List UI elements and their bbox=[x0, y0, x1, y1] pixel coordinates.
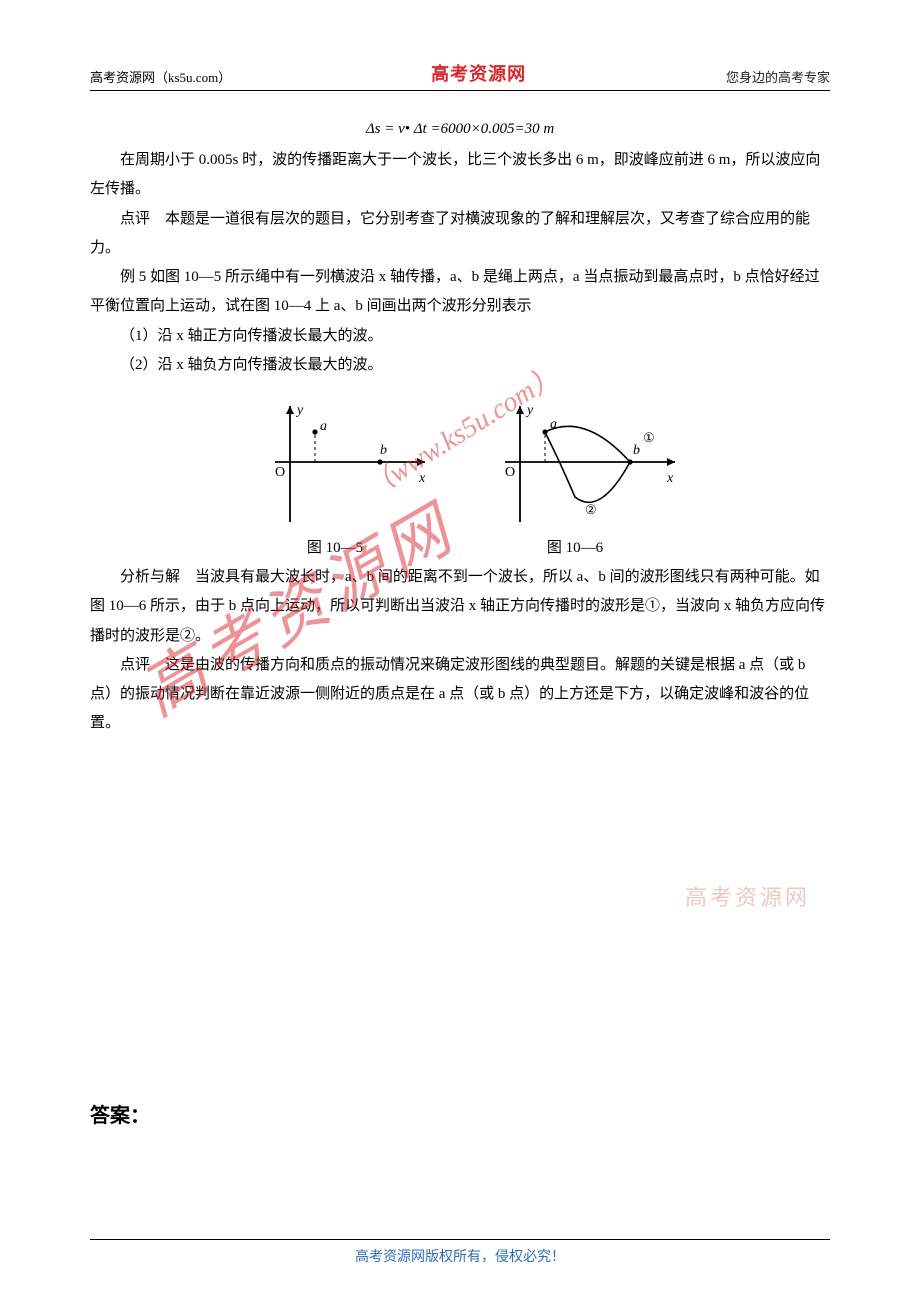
content-body: Δs = v• Δt =6000×0.005=30 m 在周期小于 0.005s… bbox=[90, 121, 830, 1128]
diagram-left-block: O x y a b 图 10—5 bbox=[235, 392, 435, 557]
svg-text:b: b bbox=[380, 443, 387, 458]
paragraph-6: 分析与解 当波具有最大波长时，a、b 间的距离不到一个波长，所以 a、b 间的波… bbox=[90, 563, 830, 651]
diagram-10-6: O x y a b ① ② bbox=[465, 392, 685, 532]
paragraph-4: （1）沿 x 轴正方向传播波长最大的波。 bbox=[90, 322, 830, 351]
header-left: 高考资源网（ks5u.com） bbox=[90, 67, 231, 86]
svg-text:x: x bbox=[418, 471, 426, 486]
paragraph-5: （2）沿 x 轴负方向传播波长最大的波。 bbox=[90, 351, 830, 380]
paragraph-1: 在周期小于 0.005s 时，波的传播距离大于一个波长，比三个波长多出 6 m，… bbox=[90, 146, 830, 205]
svg-text:y: y bbox=[295, 403, 304, 418]
caption-right: 图 10—6 bbox=[465, 536, 685, 557]
svg-text:y: y bbox=[525, 403, 534, 418]
paragraph-3: 例 5 如图 10—5 所示绳中有一列横波沿 x 轴传播，a、b 是绳上两点，a… bbox=[90, 263, 830, 322]
page: 高考资源网（ks5u.com） 高考资源网 您身边的高考专家 Δs = v• Δ… bbox=[0, 0, 920, 1302]
paragraph-7: 点评 这是由波的传播方向和质点的振动情况来确定波形图线的典型题目。解题的关键是根… bbox=[90, 651, 830, 739]
caption-left: 图 10—5 bbox=[235, 536, 435, 557]
svg-text:②: ② bbox=[585, 502, 597, 517]
paragraph-2: 点评 本题是一道很有层次的题目，它分别考查了对横波现象的了解和理解层次，又考查了… bbox=[90, 205, 830, 264]
page-header: 高考资源网（ks5u.com） 高考资源网 您身边的高考专家 bbox=[90, 60, 830, 91]
svg-text:x: x bbox=[666, 471, 674, 486]
svg-text:b: b bbox=[633, 443, 640, 458]
answer-heading: 答案： bbox=[90, 1099, 830, 1128]
diagram-10-5: O x y a b bbox=[235, 392, 435, 532]
header-right: 您身边的高考专家 bbox=[726, 67, 830, 86]
svg-text:①: ① bbox=[643, 430, 655, 445]
formula-line: Δs = v• Δt =6000×0.005=30 m bbox=[90, 121, 830, 138]
diagram-right-block: O x y a b ① ② 图 10—6 bbox=[465, 392, 685, 557]
header-center-title: 高考资源网 bbox=[431, 60, 526, 86]
page-footer: 高考资源网版权所有，侵权必究！ bbox=[90, 1239, 830, 1266]
diagram-row: O x y a b 图 10—5 bbox=[90, 392, 830, 557]
svg-text:O: O bbox=[275, 465, 285, 480]
svg-text:a: a bbox=[320, 419, 327, 434]
svg-text:O: O bbox=[505, 465, 515, 480]
